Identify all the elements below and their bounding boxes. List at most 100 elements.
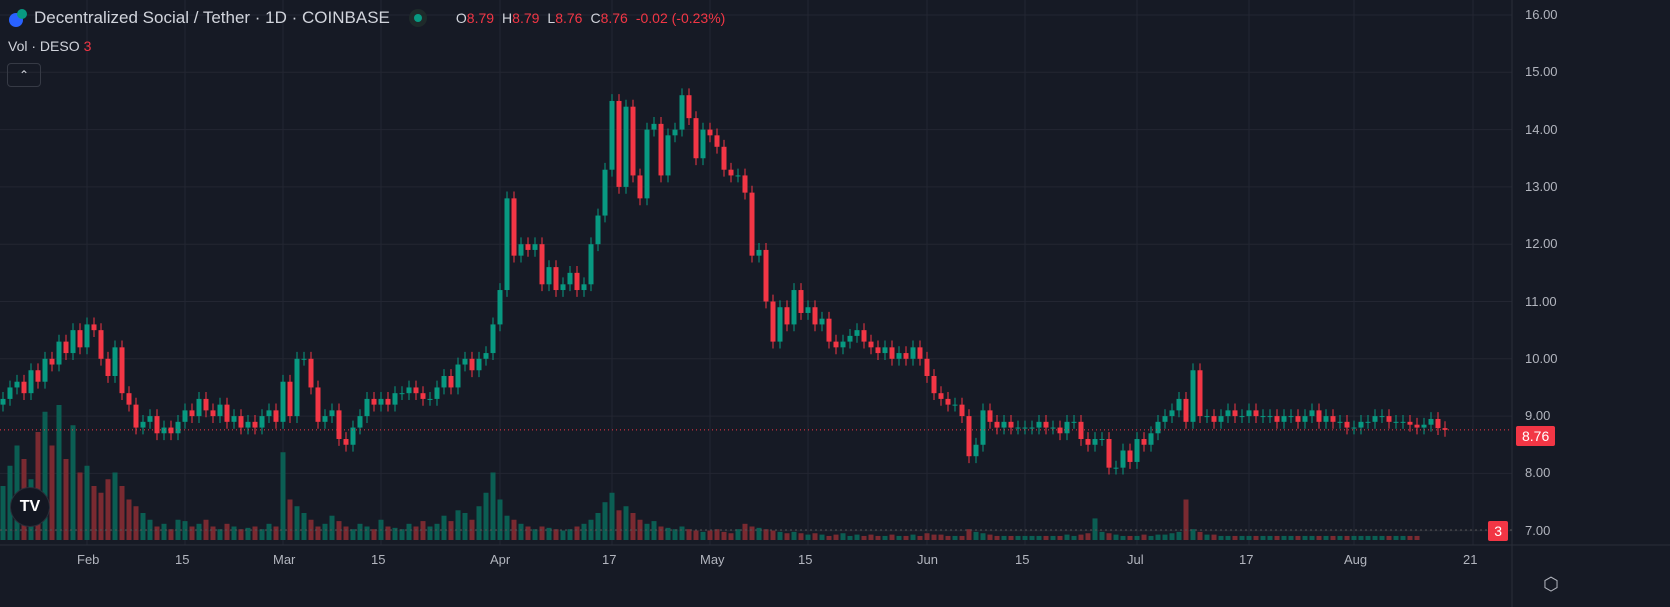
y-tick-label: 15.00: [1525, 64, 1558, 80]
volume-bar: [784, 533, 790, 540]
candle-body: [602, 169, 608, 216]
candle-body: [756, 249, 762, 256]
volume-legend[interactable]: Vol · DESO 3: [8, 38, 91, 54]
market-status-icon[interactable]: [406, 8, 430, 28]
chevron-up-icon[interactable]: ⌃: [7, 63, 41, 87]
candle-body: [581, 284, 587, 291]
candle-body: [378, 398, 384, 405]
volume-bar: [1358, 535, 1364, 540]
volume-bar: [861, 535, 867, 540]
candle-body: [1050, 427, 1056, 429]
candle-body: [1197, 370, 1203, 417]
volume-bar: [952, 535, 958, 540]
symbol-title[interactable]: Decentralized Social / Tether · 1D · COI…: [34, 8, 390, 27]
volume-bar: [1337, 535, 1343, 540]
tradingview-logo[interactable]: TV: [10, 487, 50, 527]
candle-body: [917, 347, 923, 359]
volume-bar: [1288, 535, 1294, 540]
candle-body: [1239, 416, 1245, 418]
volume-bar: [735, 529, 741, 540]
x-tick-label: 15: [175, 552, 190, 567]
volume-bar: [469, 519, 475, 540]
high-value: 8.79: [512, 10, 540, 26]
volume-bar: [574, 526, 580, 540]
candle-body: [833, 341, 839, 348]
candle-body: [1176, 398, 1182, 411]
candle-body: [777, 307, 783, 342]
candle-body: [322, 416, 328, 422]
candle-body: [455, 364, 461, 388]
candle-body: [1386, 416, 1392, 422]
volume-bar: [42, 411, 48, 540]
volume-bar: [924, 533, 930, 540]
candle-body: [35, 370, 41, 382]
candle-body: [1295, 416, 1301, 422]
candle-body: [910, 347, 916, 359]
volume-bar: [665, 527, 671, 540]
candle-body: [490, 324, 496, 354]
volume-label: Vol · DESO: [8, 38, 80, 54]
volume-bar: [896, 535, 902, 540]
candle-body: [644, 129, 650, 199]
candle-body: [819, 318, 825, 325]
candle-body: [826, 318, 832, 342]
volume-bar: [287, 499, 293, 540]
volume-bar: [1400, 535, 1406, 540]
volume-bar: [868, 534, 874, 540]
volume-bar: [539, 526, 545, 540]
volume-bar: [1134, 535, 1140, 540]
volume-bar: [763, 529, 769, 540]
volume-bar: [525, 526, 531, 540]
candle-body: [539, 244, 545, 285]
volume-bar: [497, 499, 503, 540]
candle-body: [392, 393, 398, 405]
candle-body: [1323, 416, 1329, 422]
candle-body: [357, 416, 363, 428]
candle-body: [1218, 416, 1224, 422]
volume-bar: [1414, 535, 1420, 540]
volume-bar: [364, 526, 370, 540]
candle-body: [1057, 427, 1063, 434]
volume-bar: [616, 510, 622, 540]
volume-bar: [847, 535, 853, 540]
candle-body: [182, 410, 188, 422]
candle-body: [882, 347, 888, 354]
open-value: 8.79: [466, 10, 495, 26]
candle-body: [1183, 398, 1189, 422]
volume-bar: [1246, 535, 1252, 540]
candle-body: [1316, 410, 1322, 422]
volume-bar: [1204, 534, 1210, 540]
volume-bar: [133, 506, 139, 540]
volume-bar: [1239, 535, 1245, 540]
volume-bar: [427, 526, 433, 540]
candle-body: [812, 307, 818, 325]
candle-body: [126, 393, 132, 405]
x-tick-label: 17: [602, 552, 617, 567]
volume-bar: [315, 526, 321, 540]
candle-body: [532, 244, 538, 250]
candle-body: [1162, 416, 1168, 422]
candle-body: [105, 358, 111, 376]
volume-bar: [189, 526, 195, 540]
volume-bar: [1169, 533, 1175, 540]
candle-body: [630, 106, 636, 176]
candle-body: [784, 307, 790, 325]
volume-bar: [1099, 531, 1105, 540]
candle-body: [329, 410, 335, 417]
volume-bar: [126, 499, 132, 540]
settings-icon[interactable]: ⬡: [1543, 574, 1559, 594]
volume-bar: [994, 535, 1000, 540]
candle-body: [1008, 421, 1014, 428]
candle-body: [700, 129, 706, 159]
candle-body: [203, 398, 209, 411]
candle-body: [294, 358, 300, 417]
volume-bar: [504, 515, 510, 540]
candle-body: [1022, 427, 1028, 429]
volume-bar: [1162, 534, 1168, 540]
volume-bar: [56, 405, 62, 540]
volume-bar: [553, 529, 559, 540]
candle-body: [854, 330, 860, 336]
candle-body: [525, 244, 531, 250]
